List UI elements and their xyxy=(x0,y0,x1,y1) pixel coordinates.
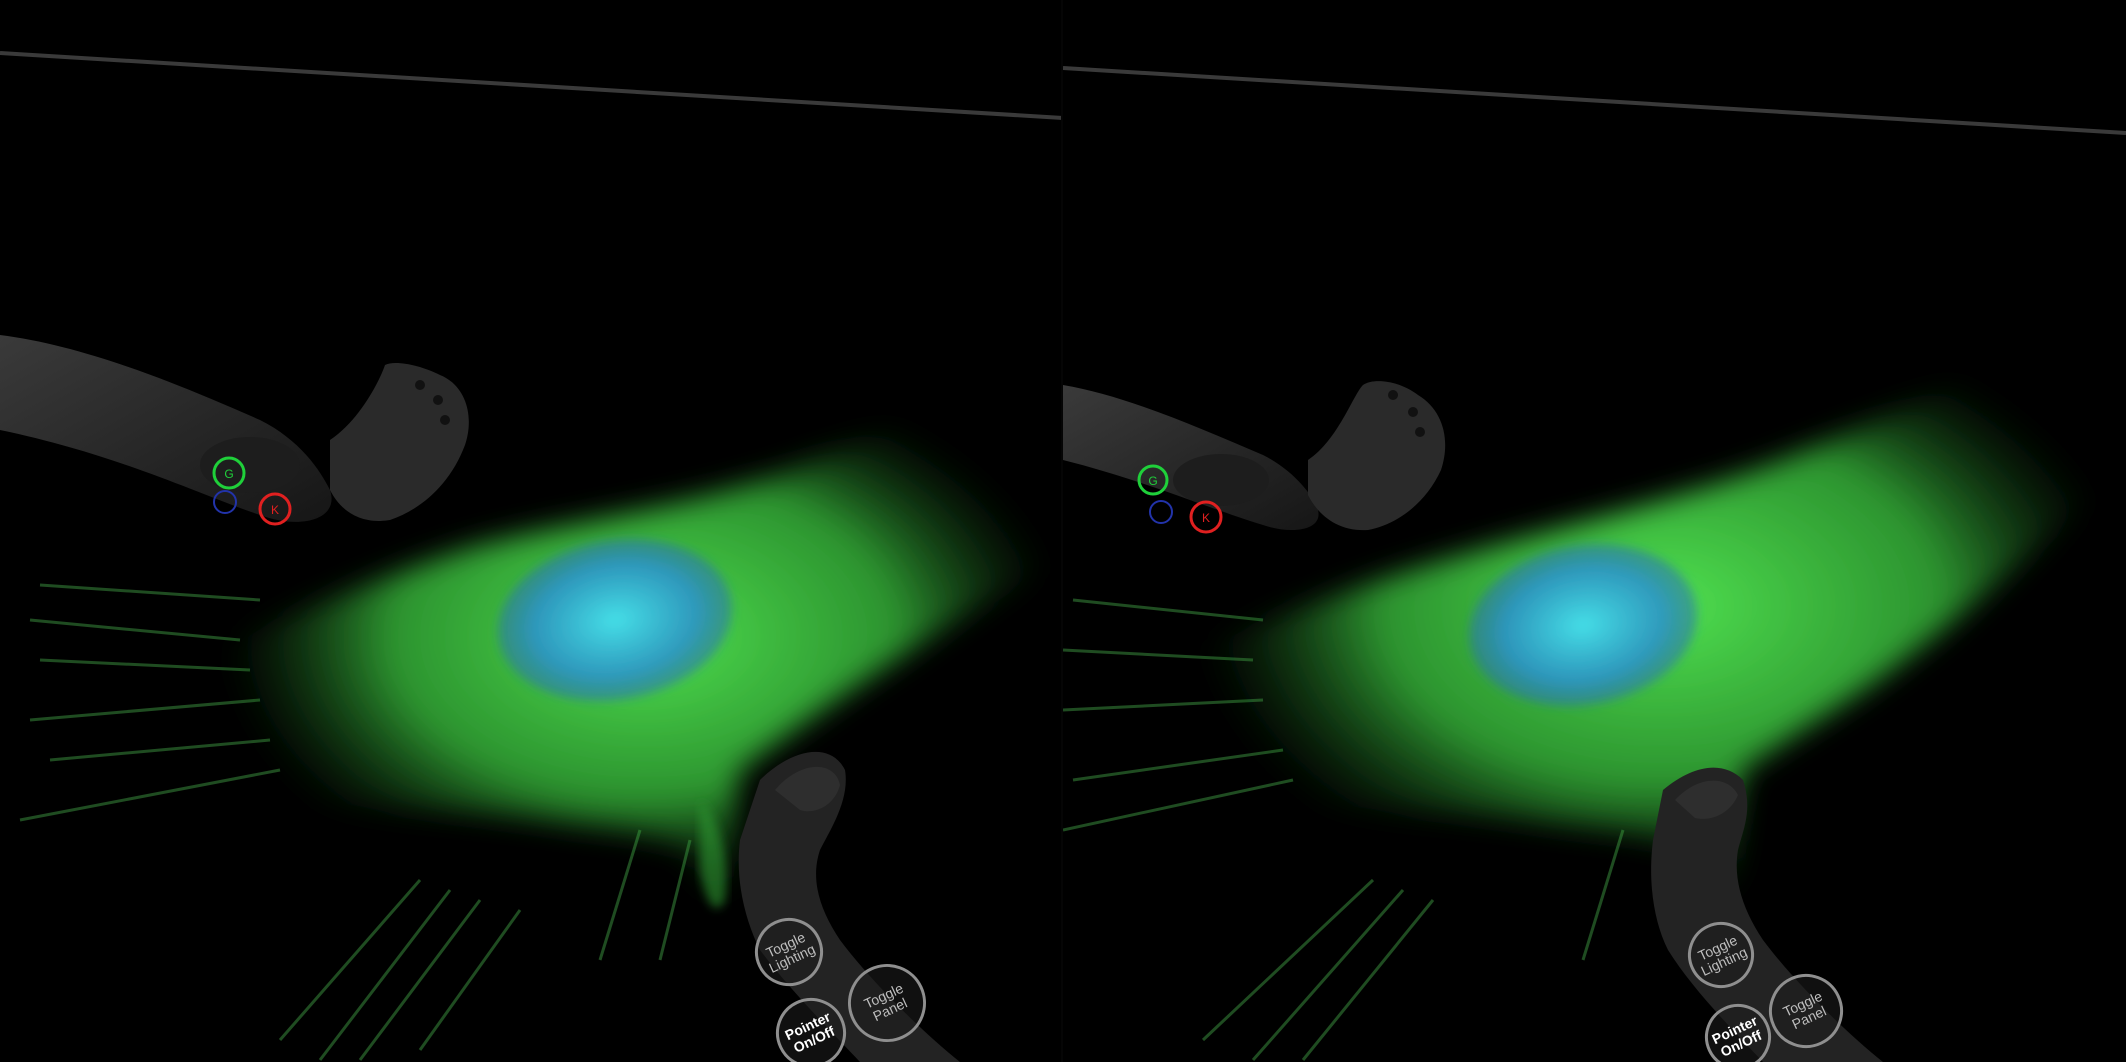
toggle-lighting-label: Toggle Lighting xyxy=(1695,931,1750,979)
toggle-lighting-label: Toggle Lighting xyxy=(763,928,818,976)
cell-streaks xyxy=(19,583,692,1061)
grip-icon: G xyxy=(1137,464,1169,496)
vr-controller-lower xyxy=(1651,767,1883,1062)
vr-controller-upper xyxy=(1063,381,1446,531)
system-icon: K xyxy=(1189,500,1223,534)
svg-text:G: G xyxy=(224,467,233,481)
cell-nucleus xyxy=(1468,543,1698,707)
svg-text:K: K xyxy=(1202,511,1210,525)
svg-text:G: G xyxy=(1148,474,1157,488)
right-eye-view: G K Toggle Lighting Toggle Panel Pointer… xyxy=(1063,0,2126,1062)
svg-text:K: K xyxy=(271,503,279,517)
pointer-toggle-label: Pointer On/Off xyxy=(1709,1012,1765,1060)
horizon-line xyxy=(1063,66,2126,135)
grip-icon: G xyxy=(212,456,246,490)
menu-icon xyxy=(213,490,237,514)
vr-controller-upper xyxy=(0,335,469,522)
eye-divider xyxy=(1061,0,1063,1062)
menu-icon xyxy=(1149,500,1173,524)
left-eye-view: G K Toggle Lighting Toggle Panel Pointer… xyxy=(0,51,1063,1062)
right-eye-scene: G K xyxy=(1063,66,2126,1062)
pointer-toggle-label: Pointer On/Off xyxy=(782,1008,838,1056)
cell-protrusion xyxy=(700,800,727,909)
system-icon: K xyxy=(258,492,292,526)
horizon-line xyxy=(0,51,1063,120)
cell-nucleus xyxy=(497,538,733,702)
toggle-panel-label: Toggle Panel xyxy=(861,979,910,1025)
left-eye-scene: G K xyxy=(0,51,1063,1062)
toggle-panel-label: Toggle Panel xyxy=(1780,987,1829,1033)
